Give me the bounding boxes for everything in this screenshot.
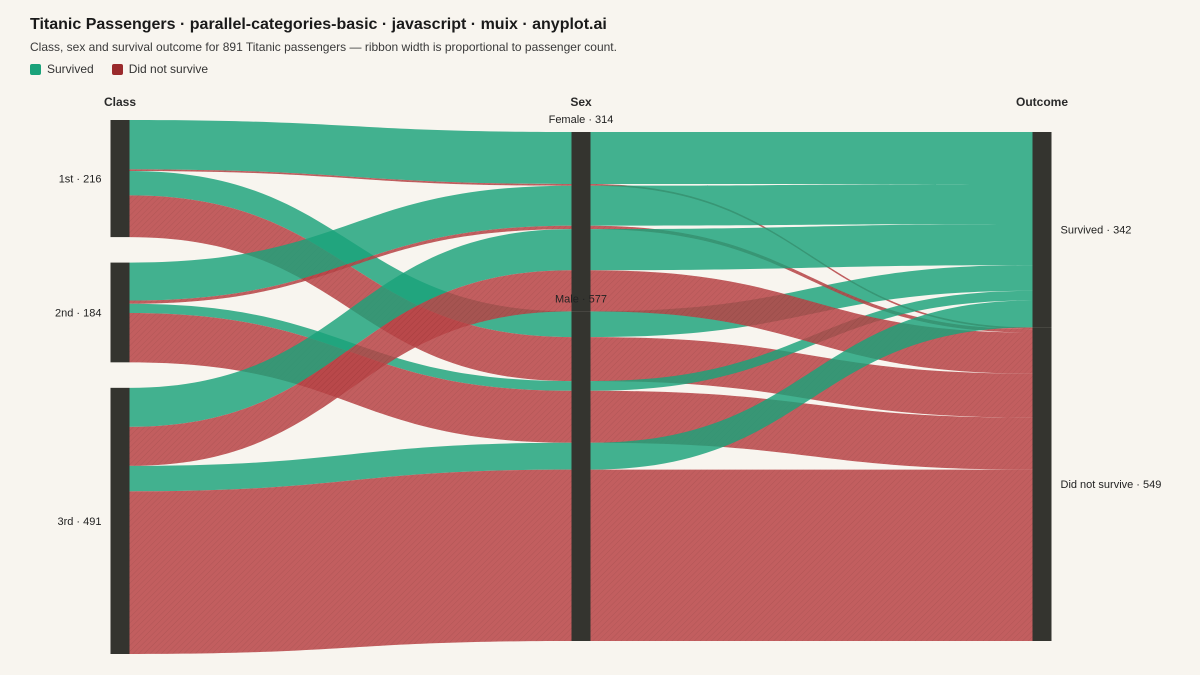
ribbon-sex-to-outcome-2nd-male-not_survived[interactable]: [590, 390, 1033, 470]
ribbon-sex-to-outcome-1st-male-survived[interactable]: [590, 265, 1033, 338]
node-class-2nd[interactable]: [110, 262, 130, 363]
chart-subtitle: Class, sex and survival outcome for 891 …: [30, 40, 617, 54]
node-label-outcome-not_survived: Did not survive · 549: [1061, 479, 1162, 491]
legend: Survived Did not survive: [30, 62, 208, 76]
ribbon-class-to-sex-3rd-male-not_survived[interactable]: [129, 469, 572, 654]
ribbon-sex-to-outcome-3rd-male-survived[interactable]: [590, 300, 1033, 470]
ribbon-class-to-sex-1st-female-survived[interactable]: [129, 120, 572, 184]
node-label-sex-female: Female · 314: [549, 114, 614, 126]
ribbons: [129, 120, 1033, 654]
ribbon-class-to-sex-1st-female-not_survived[interactable]: [129, 169, 572, 186]
node-outcome-survived[interactable]: [1032, 132, 1052, 328]
ribbon-sex-to-outcome-3rd-female-not_survived[interactable]: [590, 270, 1033, 374]
legend-swatch-not-survived: [111, 63, 123, 75]
ribbon-class-to-sex-1st-male-not_survived[interactable]: [129, 195, 572, 382]
node-sex-female[interactable]: [571, 132, 591, 312]
category-labels: Class 1st · 216 2nd · 184 3rd · 491 Sex Femal…: [55, 95, 1161, 528]
axis-label-outcome: Outcome: [1016, 95, 1068, 109]
chart-title: Titanic Passengers · parallel-categories…: [30, 16, 607, 33]
ribbon-sex-to-outcome-3rd-male-not_survived[interactable]: [590, 469, 1033, 641]
node-outcome-not_survived[interactable]: [1032, 327, 1052, 641]
node-label-sex-male: Male · 577: [555, 293, 607, 305]
ribbon-class-to-sex-2nd-female-survived[interactable]: [129, 185, 572, 301]
legend-label-not-survived: Did not survive: [128, 62, 209, 76]
node-sex-male[interactable]: [571, 311, 591, 641]
ribbon-sex-to-outcome-2nd-female-survived[interactable]: [590, 183, 1033, 226]
category-bars: [110, 120, 1052, 654]
node-label-class-3rd: 3rd · 491: [57, 516, 101, 528]
legend-label-survived: Survived: [47, 62, 94, 76]
node-label-class-1st: 1st · 216: [59, 174, 102, 186]
ribbon-sex-to-outcome-2nd-female-not_survived[interactable]: [590, 225, 1033, 333]
legend-item-not-survived[interactable]: Did not survive: [111, 62, 209, 76]
axis-label-class: Class: [104, 95, 136, 109]
ribbon-class-to-sex-3rd-male-survived[interactable]: [129, 442, 572, 492]
legend-swatch-survived: [30, 63, 41, 75]
ribbon-class-to-sex-2nd-female-not_survived[interactable]: [129, 225, 572, 304]
node-class-1st[interactable]: [110, 120, 130, 238]
node-label-class-2nd: 2nd · 184: [55, 307, 101, 319]
axis-label-sex: Sex: [570, 95, 592, 109]
legend-item-survived[interactable]: Survived: [30, 62, 94, 76]
ribbon-sex-to-outcome-1st-female-survived[interactable]: [590, 132, 1033, 184]
ribbon-class-to-sex-3rd-female-not_survived[interactable]: [129, 270, 572, 466]
ribbon-sex-to-outcome-3rd-female-survived[interactable]: [590, 223, 1033, 271]
node-class-3rd[interactable]: [110, 387, 130, 654]
ribbon-class-to-sex-3rd-female-survived[interactable]: [129, 229, 572, 427]
node-label-outcome-survived: Survived · 342: [1061, 225, 1132, 237]
